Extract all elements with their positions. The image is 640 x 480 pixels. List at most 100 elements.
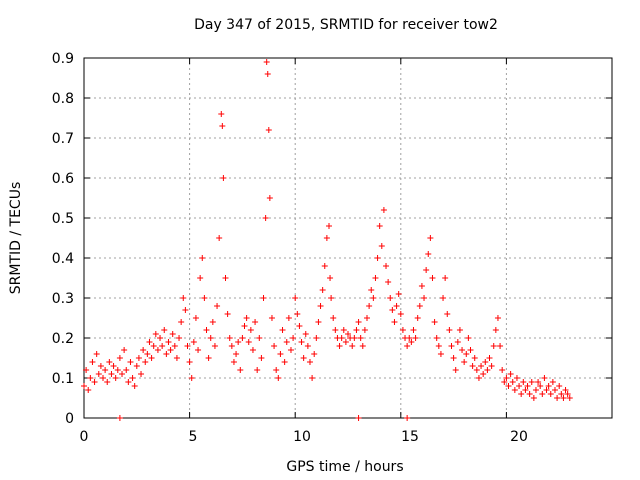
data-point-0-40 [165, 339, 172, 345]
y-tick-label-1: 0.1 [52, 371, 74, 387]
data-point-0-58 [203, 327, 210, 333]
data-point-0-198 [490, 343, 497, 349]
data-point-0-195 [484, 367, 491, 373]
data-point-0-96 [277, 351, 284, 357]
data-point-0-37 [159, 343, 166, 349]
data-point-0-65 [218, 111, 225, 117]
data-point-0-54 [195, 347, 202, 353]
data-point-0-7 [95, 371, 102, 377]
data-point-0-2 [85, 387, 92, 393]
data-point-0-8 [97, 363, 104, 369]
data-point-0-69 [224, 311, 231, 317]
data-point-0-39 [163, 351, 170, 357]
data-point-0-138 [364, 315, 371, 321]
data-point-0-29 [142, 359, 149, 365]
data-point-0-82 [252, 319, 259, 325]
data-point-0-230 [558, 391, 565, 397]
data-point-0-207 [509, 379, 516, 385]
data-point-0-132 [351, 335, 358, 341]
data-point-0-209 [513, 375, 520, 381]
data-point-0-140 [368, 287, 375, 293]
data-point-0-122 [330, 315, 337, 321]
data-point-0-205 [505, 383, 512, 389]
data-point-0-112 [311, 351, 318, 357]
data-point-0-25 [133, 363, 140, 369]
data-point-0-199 [492, 327, 499, 333]
data-point-0-90 [265, 127, 272, 133]
data-point-0-38 [161, 327, 168, 333]
data-point-0-236 [355, 415, 362, 421]
data-point-0-135 [357, 335, 364, 341]
data-point-0-165 [421, 295, 428, 301]
data-point-0-13 [108, 371, 115, 377]
data-point-0-56 [199, 255, 206, 261]
data-point-0-30 [144, 351, 151, 357]
data-point-0-101 [287, 347, 294, 353]
data-point-0-115 [317, 303, 324, 309]
data-point-0-105 [296, 323, 303, 329]
data-point-0-45 [176, 335, 183, 341]
data-point-0-21 [125, 379, 132, 385]
data-point-0-157 [404, 343, 411, 349]
data-point-0-62 [211, 343, 218, 349]
data-point-0-220 [537, 383, 544, 389]
data-point-0-120 [327, 275, 334, 281]
data-point-0-219 [535, 379, 542, 385]
data-point-0-26 [135, 355, 142, 361]
data-point-0-167 [425, 251, 432, 257]
data-point-0-162 [414, 315, 421, 321]
data-point-0-71 [228, 343, 235, 349]
data-point-0-43 [171, 343, 178, 349]
data-point-0-18 [119, 371, 126, 377]
data-point-0-180 [452, 367, 459, 373]
data-point-0-111 [309, 375, 316, 381]
data-point-0-61 [209, 319, 216, 325]
data-point-0-203 [501, 379, 508, 385]
data-point-0-109 [304, 343, 311, 349]
data-point-0-133 [353, 327, 360, 333]
data-point-0-16 [114, 367, 121, 373]
data-point-0-145 [378, 243, 385, 249]
data-point-0-221 [539, 391, 546, 397]
data-point-0-113 [313, 335, 320, 341]
data-point-0-10 [102, 367, 109, 373]
data-point-0-5 [91, 379, 98, 385]
data-point-0-234 [566, 395, 573, 401]
data-point-0-106 [298, 339, 305, 345]
data-point-0-0 [81, 383, 87, 389]
data-point-0-148 [385, 279, 392, 285]
data-point-0-17 [116, 355, 123, 361]
data-point-0-159 [408, 339, 415, 345]
data-point-0-149 [387, 295, 394, 301]
data-point-0-20 [123, 367, 130, 373]
data-point-0-179 [450, 355, 457, 361]
data-point-0-126 [338, 335, 345, 341]
data-point-0-76 [239, 335, 246, 341]
data-point-0-182 [456, 327, 463, 333]
data-point-0-164 [418, 283, 425, 289]
data-point-0-160 [410, 327, 417, 333]
data-point-0-161 [412, 335, 419, 341]
data-point-0-184 [461, 359, 468, 365]
data-point-0-211 [518, 391, 525, 397]
data-point-0-107 [300, 355, 307, 361]
tick-marks [83, 57, 612, 419]
data-point-0-24 [131, 383, 138, 389]
data-point-0-190 [473, 367, 480, 373]
data-point-0-168 [427, 235, 434, 241]
data-point-0-173 [437, 351, 444, 357]
x-tick-label-4: 20 [510, 429, 528, 445]
data-point-0-6 [93, 351, 100, 357]
data-point-0-85 [258, 355, 265, 361]
data-point-0-171 [433, 335, 440, 341]
data-point-0-129 [345, 331, 351, 337]
data-point-0-222 [541, 375, 548, 381]
data-point-0-178 [448, 343, 455, 349]
data-point-0-119 [325, 223, 332, 229]
data-point-0-223 [543, 387, 550, 393]
data-point-0-15 [112, 375, 119, 381]
data-point-0-212 [520, 379, 527, 385]
y-axis-label: SRMTID / TECUs [8, 182, 24, 295]
y-tick-label-5: 0.5 [52, 211, 74, 227]
x-tick-label-0: 0 [80, 429, 89, 445]
